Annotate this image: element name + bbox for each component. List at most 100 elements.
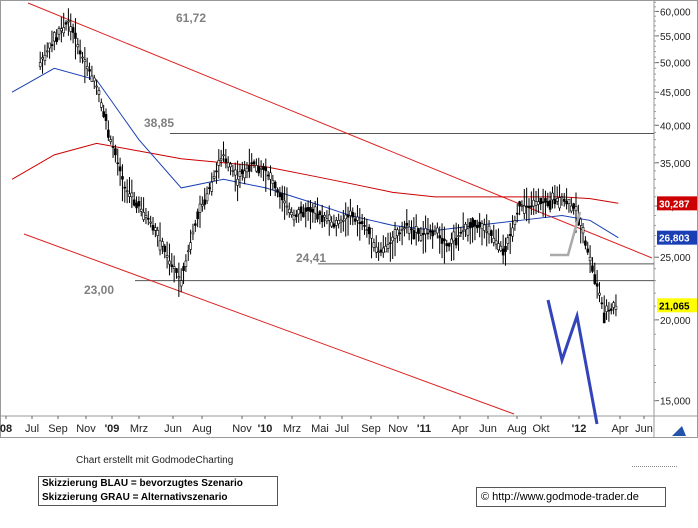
price-candle [184, 260, 188, 267]
price-candle [299, 206, 303, 214]
y-tick-label: 15,000 [660, 397, 691, 408]
price-candle [302, 212, 305, 218]
price-candle [431, 231, 434, 237]
x-tick-label: Jul [335, 423, 349, 435]
price-candle [358, 221, 362, 225]
price-candle [309, 207, 312, 212]
price-candle [530, 205, 533, 208]
price-candle [139, 208, 143, 212]
price-candle [318, 211, 322, 216]
price-tag-label-0: 30,287 [659, 199, 690, 210]
price-candle [158, 240, 162, 251]
price-candle [243, 170, 246, 179]
price-candle [297, 209, 301, 215]
price-candle [445, 243, 449, 247]
price-candle [419, 235, 423, 241]
x-tick-label: '11 [417, 423, 431, 435]
price-candle [381, 247, 385, 253]
y-tick-label: 35,000 [660, 159, 691, 170]
price-candle [515, 212, 519, 215]
price-candle [478, 221, 481, 228]
price-candle [454, 237, 458, 246]
price-candle [506, 237, 510, 244]
price-candle [569, 205, 573, 212]
price-candle [172, 266, 176, 269]
y-tick-label: 60,000 [660, 7, 691, 18]
price-candle [334, 220, 338, 226]
price-candle [163, 245, 167, 252]
price-candle [511, 227, 514, 237]
price-candle [344, 214, 348, 220]
price-candle [161, 241, 164, 247]
dotted-separator [632, 466, 677, 467]
x-tick-label: Mrz [283, 423, 301, 435]
price-tag-label-1: 26,803 [659, 234, 690, 245]
price-candle [440, 237, 444, 244]
price-candle [346, 214, 350, 218]
price-candle [327, 214, 331, 221]
url-link[interactable]: http://www.godmode-trader.de [492, 491, 639, 503]
price-candle [412, 230, 416, 240]
price-candle [609, 308, 613, 311]
url-box[interactable]: © http://www.godmode-trader.de [476, 487, 666, 507]
price-candle [461, 230, 465, 232]
price-candle [426, 232, 430, 235]
price-candle [330, 221, 333, 227]
price-candle [342, 219, 345, 222]
price-candle [417, 229, 420, 235]
x-tick-label: 08 [0, 423, 12, 435]
price-candle [132, 199, 136, 206]
price-candle [295, 214, 298, 217]
price-candle [471, 218, 474, 228]
price-candle [170, 264, 174, 267]
price-candle [374, 246, 378, 253]
price-candle [147, 218, 150, 220]
price-candle [370, 227, 373, 239]
level-label-38-85: 38,85 [144, 116, 174, 130]
price-candle [38, 62, 42, 67]
scenario-legend: Skizzierung BLAU = bevorzugtes Szenario … [38, 476, 278, 506]
price-candle [156, 230, 159, 236]
price-candle [598, 292, 601, 296]
price-tag-label-2: 21,065 [659, 301, 690, 312]
x-tick-label: Mai [311, 423, 329, 435]
price-candle [179, 280, 183, 287]
price-candle [102, 111, 105, 117]
price-candle [278, 192, 282, 198]
price-candle [562, 198, 566, 202]
level-label-23-00: 23,00 [84, 283, 114, 297]
price-candle [165, 255, 169, 258]
price-candle [57, 28, 61, 35]
price-candle [67, 20, 70, 23]
price-candle [238, 171, 242, 177]
price-candle [501, 248, 505, 256]
price-candle [337, 220, 340, 225]
price-candle [121, 176, 124, 180]
price-candle [55, 37, 58, 42]
level-label-61-72: 61,72 [176, 11, 206, 25]
price-candle [45, 50, 49, 53]
price-candle [339, 219, 343, 223]
x-tick-label: '09 [105, 423, 120, 435]
price-candle [81, 56, 84, 59]
plot-border [0, 0, 698, 438]
price-candle [572, 203, 575, 209]
price-candle [588, 256, 592, 262]
price-candle [135, 202, 138, 209]
price-candle [52, 32, 56, 42]
price-candle [607, 309, 611, 312]
y-tick-label: 20,000 [660, 316, 691, 327]
price-candle [555, 198, 559, 202]
price-candle [168, 260, 171, 265]
price-candle [236, 178, 239, 186]
price-candle [85, 66, 89, 70]
price-candle [567, 198, 571, 205]
price-candle [595, 283, 599, 287]
x-tick-label: '10 [258, 423, 273, 435]
price-candle [407, 226, 411, 234]
price-candle [353, 218, 357, 222]
price-candle [356, 216, 359, 221]
price-candle [226, 162, 230, 168]
price-candle [210, 181, 214, 192]
price-candle [198, 203, 202, 213]
